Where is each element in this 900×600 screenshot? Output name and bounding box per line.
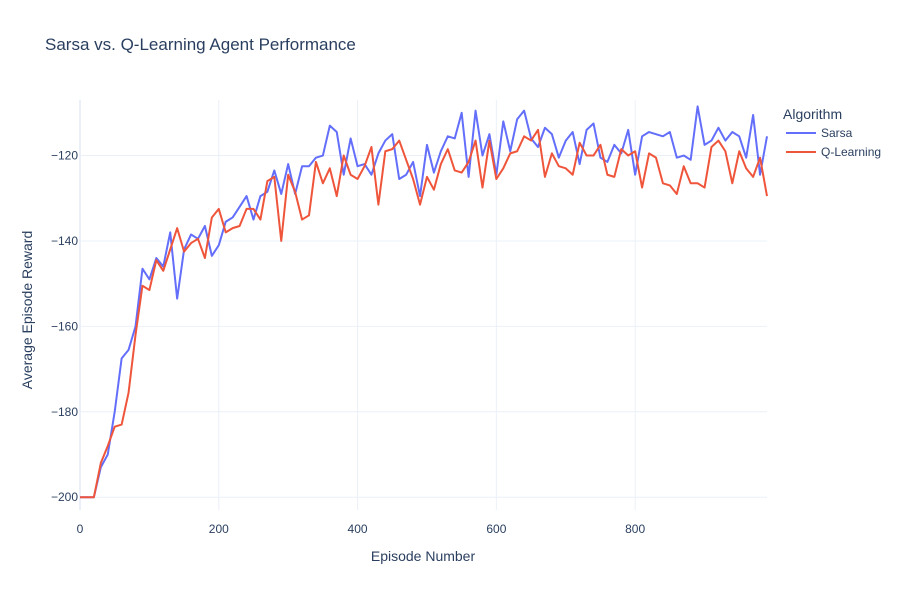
x-tick-label: 200 (209, 522, 229, 536)
x-tick-label: 600 (486, 522, 506, 536)
series-layer (80, 105, 768, 499)
x-tick-label: 0 (77, 522, 84, 536)
y-tick-label: −160 (51, 319, 78, 333)
legend-label-sarsa[interactable]: Sarsa (821, 126, 853, 140)
x-tick-label: 800 (625, 522, 645, 536)
x-tick-label: 400 (348, 522, 368, 536)
y-tick-label: −140 (51, 234, 78, 248)
tick-layer: 0 200 400 600 800 −200 −180 −160 −140 −120 (51, 149, 646, 536)
legend: Algorithm Sarsa Q-Learning (783, 106, 881, 159)
y-tick-label: −120 (51, 149, 78, 163)
y-tick-label: −200 (51, 490, 78, 504)
series-line-q-learning (80, 128, 768, 499)
legend-label-q-learning[interactable]: Q-Learning (821, 145, 881, 159)
legend-title: Algorithm (783, 106, 842, 122)
legend-items: Sarsa Q-Learning (786, 126, 881, 159)
x-axis-label: Episode Number (371, 548, 476, 564)
chart-title: Sarsa vs. Q-Learning Agent Performance (45, 35, 356, 54)
y-tick-label: −180 (51, 405, 78, 419)
y-axis-label: Average Episode Reward (19, 231, 35, 390)
series-line-sarsa (80, 105, 768, 499)
